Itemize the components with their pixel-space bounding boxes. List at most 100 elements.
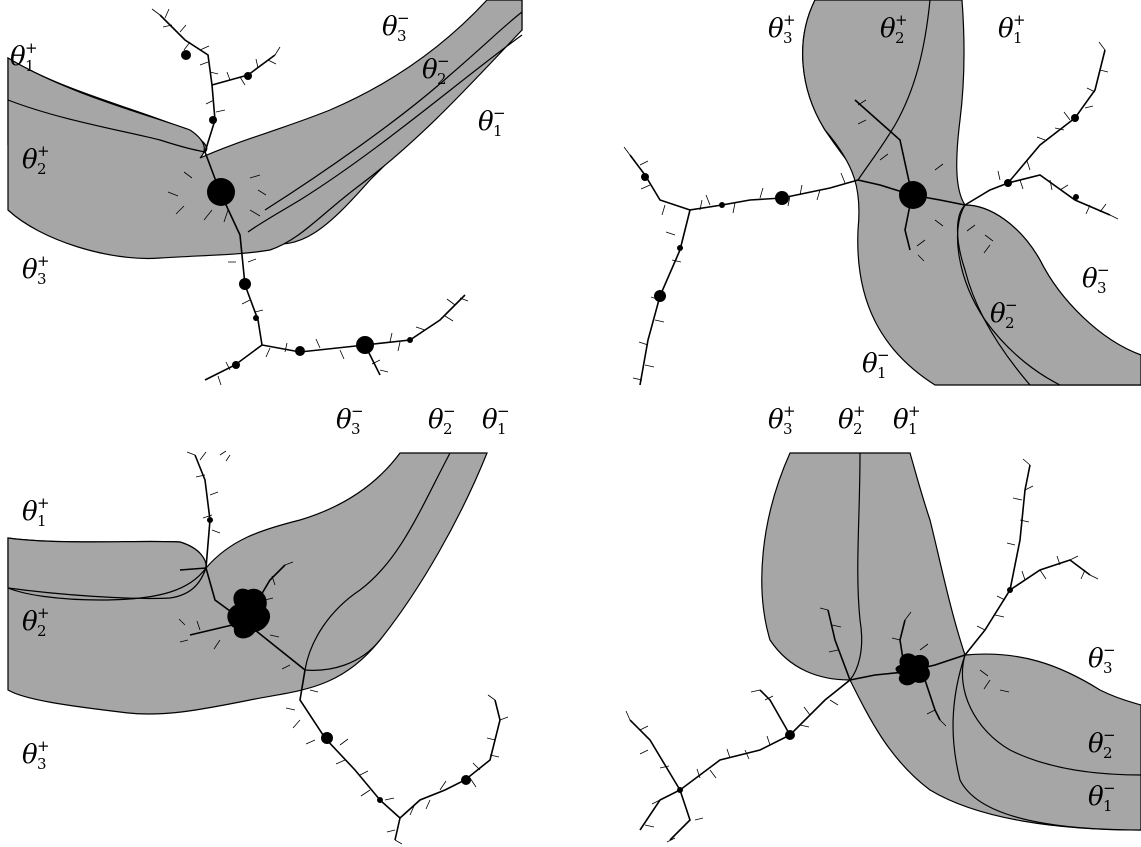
label-index: 2: [37, 622, 47, 640]
label-index: 3: [1103, 659, 1113, 677]
angle-label: θ+ 3: [22, 252, 50, 288]
ray-theta2-minus: [264, 11, 523, 211]
angle-label: θ+ 2: [880, 11, 908, 47]
angle-label: θ− 3: [1088, 641, 1116, 677]
label-group: θ− 3 θ− 2 θ− 1 θ+ 1 θ+ 2 θ+ 3: [22, 402, 510, 773]
ray-theta2-minus: [304, 452, 451, 671]
main-bulb: [895, 653, 930, 686]
angle-label: θ+ 2: [838, 402, 866, 438]
label-sign: +: [37, 252, 50, 270]
label-sign: −: [493, 104, 506, 122]
small-bulb: [253, 315, 259, 321]
main-bulb: [227, 588, 271, 639]
theta-symbol: θ: [22, 740, 38, 770]
small-bulb: [775, 191, 789, 205]
ray-theta2-minus: [956, 204, 1061, 386]
panel-top-right: θ+ 3 θ+ 2 θ+ 1 θ− 3 θ− 2 θ− 1: [623, 0, 1141, 386]
theta-symbol: θ: [428, 405, 444, 435]
theta-symbol: θ: [768, 14, 784, 44]
angle-label: θ− 1: [482, 402, 510, 438]
label-index: 2: [1005, 314, 1015, 332]
angle-label: θ− 1: [862, 346, 890, 382]
angle-label: θ+ 2: [22, 604, 50, 640]
label-sign: −: [397, 9, 410, 27]
label-index: 2: [37, 160, 47, 178]
label-index: 2: [443, 420, 453, 438]
small-bulb: [232, 361, 240, 369]
theta-symbol: θ: [768, 405, 784, 435]
small-bulb: [209, 116, 217, 124]
label-index: 1: [497, 420, 507, 438]
small-bulb: [377, 797, 383, 803]
angle-label: θ− 2: [1088, 726, 1116, 762]
angle-label: θ+ 2: [22, 142, 50, 178]
theta-symbol: θ: [482, 405, 498, 435]
angle-label: θ+ 3: [768, 11, 796, 47]
label-index: 2: [853, 420, 863, 438]
label-index: 1: [877, 364, 887, 382]
label-sign: −: [1103, 726, 1116, 744]
theta-symbol: θ: [22, 497, 38, 527]
theta-symbol: θ: [478, 107, 494, 137]
small-bulb: [1073, 194, 1079, 200]
label-sign: −: [497, 402, 510, 420]
ray-theta2-plus: [7, 567, 207, 600]
label-index: 2: [437, 70, 447, 88]
label-sign: −: [1097, 261, 1110, 279]
label-sign: +: [25, 39, 38, 57]
label-sign: +: [37, 142, 50, 160]
label-index: 3: [37, 755, 47, 773]
label-sign: +: [783, 402, 796, 420]
label-sign: +: [1013, 11, 1026, 29]
ray-theta1-minus: [247, 34, 523, 233]
small-bulb: [461, 775, 471, 785]
main-bulb: [899, 181, 927, 209]
label-sign: +: [895, 11, 908, 29]
ray-theta2-minus: [961, 654, 1141, 776]
theta-symbol: θ: [22, 145, 38, 175]
theta-symbol: θ: [880, 14, 896, 44]
label-sign: −: [437, 52, 450, 70]
label-sign: +: [908, 402, 921, 420]
panel-bottom-right: θ+ 3 θ+ 2 θ+ 1 θ− 3 θ− 2 θ− 1: [625, 402, 1141, 843]
main-bulb: [207, 178, 235, 206]
theta-symbol: θ: [422, 55, 438, 85]
label-sign: +: [37, 494, 50, 512]
theta-symbol: θ: [336, 405, 352, 435]
angle-label: θ+ 1: [10, 39, 38, 75]
angle-label: θ− 1: [478, 104, 506, 140]
label-group: θ+ 3 θ+ 2 θ+ 1 θ− 3 θ− 2 θ− 1: [768, 11, 1110, 382]
shaded-band: [7, 0, 523, 260]
label-index: 3: [783, 29, 793, 47]
small-bulb: [641, 173, 649, 181]
small-bulb: [1071, 114, 1079, 122]
label-index: 3: [397, 27, 407, 45]
julia-filament: [623, 41, 1119, 386]
label-sign: +: [37, 737, 50, 755]
theta-symbol: θ: [1082, 264, 1098, 294]
theta-symbol: θ: [1088, 782, 1104, 812]
small-bulb: [677, 245, 683, 251]
label-index: 3: [351, 420, 361, 438]
theta-symbol: θ: [998, 14, 1014, 44]
label-index: 1: [1013, 29, 1023, 47]
label-index: 1: [493, 122, 503, 140]
theta-symbol: θ: [838, 405, 854, 435]
angle-label: θ− 3: [1082, 261, 1110, 297]
small-bulb: [719, 202, 725, 208]
small-bulb: [1004, 179, 1012, 187]
theta-symbol: θ: [1088, 729, 1104, 759]
ray-theta2-plus: [7, 99, 206, 153]
angle-label: θ+ 1: [893, 402, 921, 438]
angle-label: θ− 3: [336, 402, 364, 438]
label-index: 1: [1103, 797, 1113, 815]
small-bulb: [181, 50, 191, 60]
small-bulb: [1007, 587, 1013, 593]
small-bulb: [356, 336, 374, 354]
label-index: 3: [1097, 279, 1107, 297]
angle-label: θ+ 1: [998, 11, 1026, 47]
label-group: θ+ 3 θ+ 2 θ+ 1 θ− 3 θ− 2 θ− 1: [768, 402, 1116, 815]
label-index: 3: [37, 270, 47, 288]
small-bulb: [785, 730, 795, 740]
